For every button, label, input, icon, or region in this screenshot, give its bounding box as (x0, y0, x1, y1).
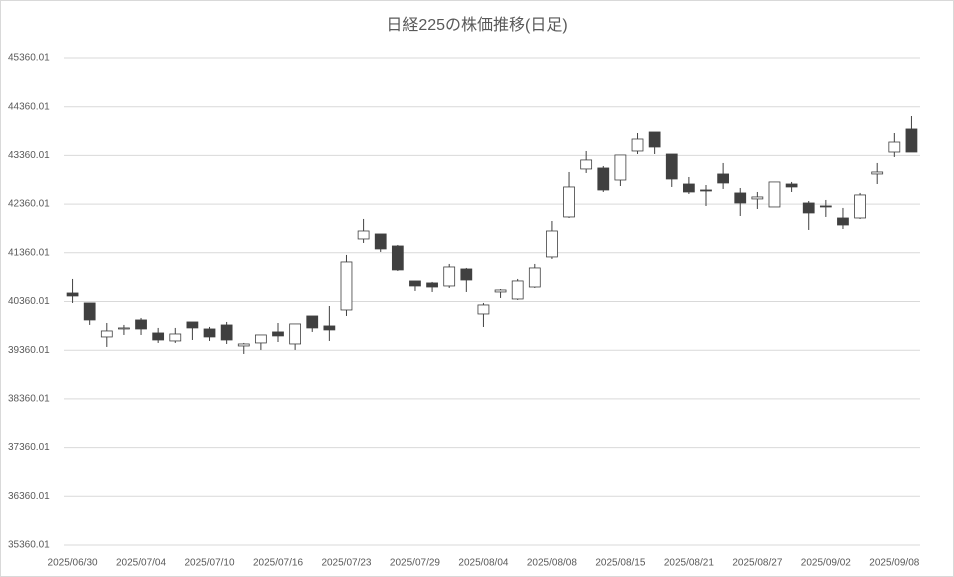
y-tick-label: 41360.01 (8, 247, 50, 258)
x-tick-label: 2025/06/30 (48, 558, 98, 569)
candle-body (220, 324, 233, 341)
candle-body (100, 330, 113, 338)
candle-body (391, 245, 404, 271)
candle-body (426, 282, 438, 288)
y-tick-label: 42360.01 (8, 199, 50, 210)
candle-body (443, 266, 456, 287)
candle-body (802, 202, 815, 214)
y-tick-label: 37360.01 (8, 442, 50, 453)
candle-body (272, 331, 284, 337)
candle-body (340, 261, 353, 311)
candle-body (648, 131, 661, 148)
candle-body (237, 343, 250, 347)
candle-body (186, 321, 199, 329)
candle-body (768, 181, 781, 208)
candle-body (306, 315, 319, 329)
candle-body (203, 328, 216, 338)
candle-body (511, 280, 524, 300)
candle-body (614, 154, 627, 181)
candle-body (751, 196, 764, 200)
candle-body (888, 141, 901, 153)
candle-body (152, 332, 165, 341)
y-tick-label: 35360.01 (8, 540, 50, 551)
y-tick-label: 44360.01 (8, 101, 50, 112)
candle-body (837, 217, 849, 226)
candle-body (665, 153, 678, 180)
candle-body (785, 183, 798, 188)
candle-body (494, 289, 507, 293)
candle-body (546, 230, 558, 258)
candle-body (135, 319, 147, 330)
candle-body (357, 230, 370, 240)
x-tick-label: 2025/09/08 (869, 558, 919, 569)
candle-body (563, 186, 575, 218)
candle-body (83, 302, 96, 321)
candle-body (409, 280, 421, 287)
candle-body (717, 173, 729, 184)
x-tick-label: 2025/08/04 (458, 558, 508, 569)
candle-body (819, 205, 832, 208)
candle-body (597, 167, 610, 191)
x-tick-label: 2025/07/16 (253, 558, 303, 569)
y-tick-label: 38360.01 (8, 394, 50, 405)
candle-body (528, 267, 541, 288)
x-tick-label: 2025/07/23 (321, 558, 371, 569)
candle-body (580, 159, 593, 170)
candle-body (289, 323, 301, 345)
x-tick-label: 2025/08/21 (664, 558, 714, 569)
candle-body (460, 268, 473, 281)
y-tick-label: 36360.01 (8, 491, 50, 502)
candle-body (631, 138, 644, 152)
candle-body (477, 304, 490, 315)
x-tick-label: 2025/08/27 (732, 558, 782, 569)
candle-body (255, 334, 267, 344)
y-tick-label: 39360.01 (8, 345, 50, 356)
x-tick-label: 2025/07/04 (116, 558, 166, 569)
candle-body (169, 333, 182, 342)
candle-body (734, 192, 747, 204)
y-tick-label: 43360.01 (8, 150, 50, 161)
x-tick-label: 2025/08/08 (527, 558, 577, 569)
candle-body (905, 128, 918, 153)
x-tick-label: 2025/09/02 (801, 558, 851, 569)
y-tick-label: 40360.01 (8, 296, 50, 307)
candle-body (118, 327, 130, 330)
candle-body (683, 183, 695, 193)
x-tick-label: 2025/07/10 (184, 558, 234, 569)
candle-body (854, 194, 866, 219)
candle-body (323, 325, 336, 331)
x-tick-label: 2025/08/15 (595, 558, 645, 569)
chart-title: 日経225の株価推移(日足) (386, 16, 567, 34)
candle-body (374, 233, 387, 250)
candle-body (871, 171, 884, 175)
x-tick-label: 2025/07/29 (390, 558, 440, 569)
y-tick-label: 45360.01 (8, 53, 50, 64)
candle-body (700, 189, 712, 192)
candle-body (66, 292, 79, 297)
